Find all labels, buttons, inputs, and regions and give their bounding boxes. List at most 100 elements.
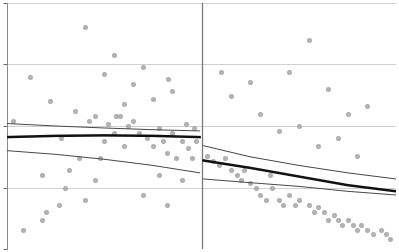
Point — [335, 218, 341, 222]
Point — [216, 163, 222, 167]
Point — [101, 72, 107, 76]
Point — [325, 87, 331, 91]
Point — [321, 210, 328, 214]
Point — [47, 99, 53, 103]
Point — [257, 112, 263, 116]
Point — [269, 185, 275, 190]
Point — [276, 198, 282, 202]
Point — [247, 181, 253, 185]
Point — [227, 94, 234, 99]
Point — [82, 25, 88, 29]
Point — [286, 193, 292, 197]
Point — [280, 203, 286, 207]
Point — [286, 70, 292, 74]
Point — [338, 223, 345, 227]
Point — [383, 232, 390, 236]
Point — [193, 139, 199, 143]
Point — [263, 198, 269, 202]
Point — [72, 109, 78, 113]
Point — [163, 151, 170, 155]
Point — [62, 185, 69, 190]
Point — [43, 210, 49, 214]
Point — [296, 124, 302, 128]
Point — [325, 218, 331, 222]
Point — [189, 156, 195, 160]
Point — [315, 205, 322, 209]
Point — [204, 153, 211, 158]
Point — [156, 127, 162, 131]
Point — [377, 228, 384, 232]
Point — [101, 139, 107, 143]
Point — [117, 114, 123, 118]
Point — [364, 228, 370, 232]
Point — [10, 119, 16, 123]
Point — [140, 193, 146, 197]
Point — [56, 203, 63, 207]
Point — [27, 75, 34, 79]
Point — [222, 156, 228, 160]
Point — [140, 65, 146, 69]
Point — [124, 124, 131, 128]
Point — [247, 80, 253, 84]
Point — [344, 218, 351, 222]
Point — [306, 38, 312, 42]
Point — [136, 131, 142, 135]
Point — [113, 114, 119, 118]
Point — [387, 237, 393, 241]
Point — [354, 153, 360, 158]
Point — [179, 139, 185, 143]
Point — [130, 119, 136, 123]
Point — [296, 198, 302, 202]
Point — [91, 178, 98, 182]
Point — [227, 168, 234, 172]
Point — [163, 203, 170, 207]
Point — [156, 173, 162, 177]
Point — [358, 223, 364, 227]
Point — [331, 213, 337, 217]
Point — [169, 131, 176, 135]
Point — [150, 97, 156, 101]
Point — [191, 127, 197, 131]
Point — [306, 203, 312, 207]
Point — [39, 218, 45, 222]
Point — [165, 77, 172, 81]
Point — [210, 159, 216, 163]
Point — [350, 223, 357, 227]
Point — [237, 178, 244, 182]
Point — [276, 129, 282, 133]
Point — [344, 112, 351, 116]
Point — [315, 144, 322, 148]
Point — [257, 193, 263, 197]
Point — [66, 168, 73, 172]
Point — [120, 102, 127, 106]
Point — [370, 232, 376, 236]
Point — [241, 168, 248, 172]
Point — [150, 144, 156, 148]
Point — [39, 173, 45, 177]
Point — [144, 136, 150, 140]
Point — [19, 228, 26, 232]
Point — [267, 173, 273, 177]
Point — [183, 121, 189, 125]
Point — [169, 89, 176, 93]
Point — [105, 121, 111, 125]
Point — [233, 173, 240, 177]
Point — [354, 228, 360, 232]
Point — [253, 185, 259, 190]
Point — [97, 156, 104, 160]
Point — [91, 114, 98, 118]
Point — [311, 210, 318, 214]
Point — [58, 136, 65, 140]
Point — [130, 82, 136, 86]
Point — [76, 156, 82, 160]
Point — [111, 52, 117, 56]
Point — [218, 70, 224, 74]
Point — [160, 139, 166, 143]
Point — [111, 131, 117, 135]
Point — [82, 198, 88, 202]
Point — [120, 144, 127, 148]
Point — [364, 104, 370, 108]
Point — [173, 156, 180, 160]
Point — [85, 119, 92, 123]
Point — [179, 178, 185, 182]
